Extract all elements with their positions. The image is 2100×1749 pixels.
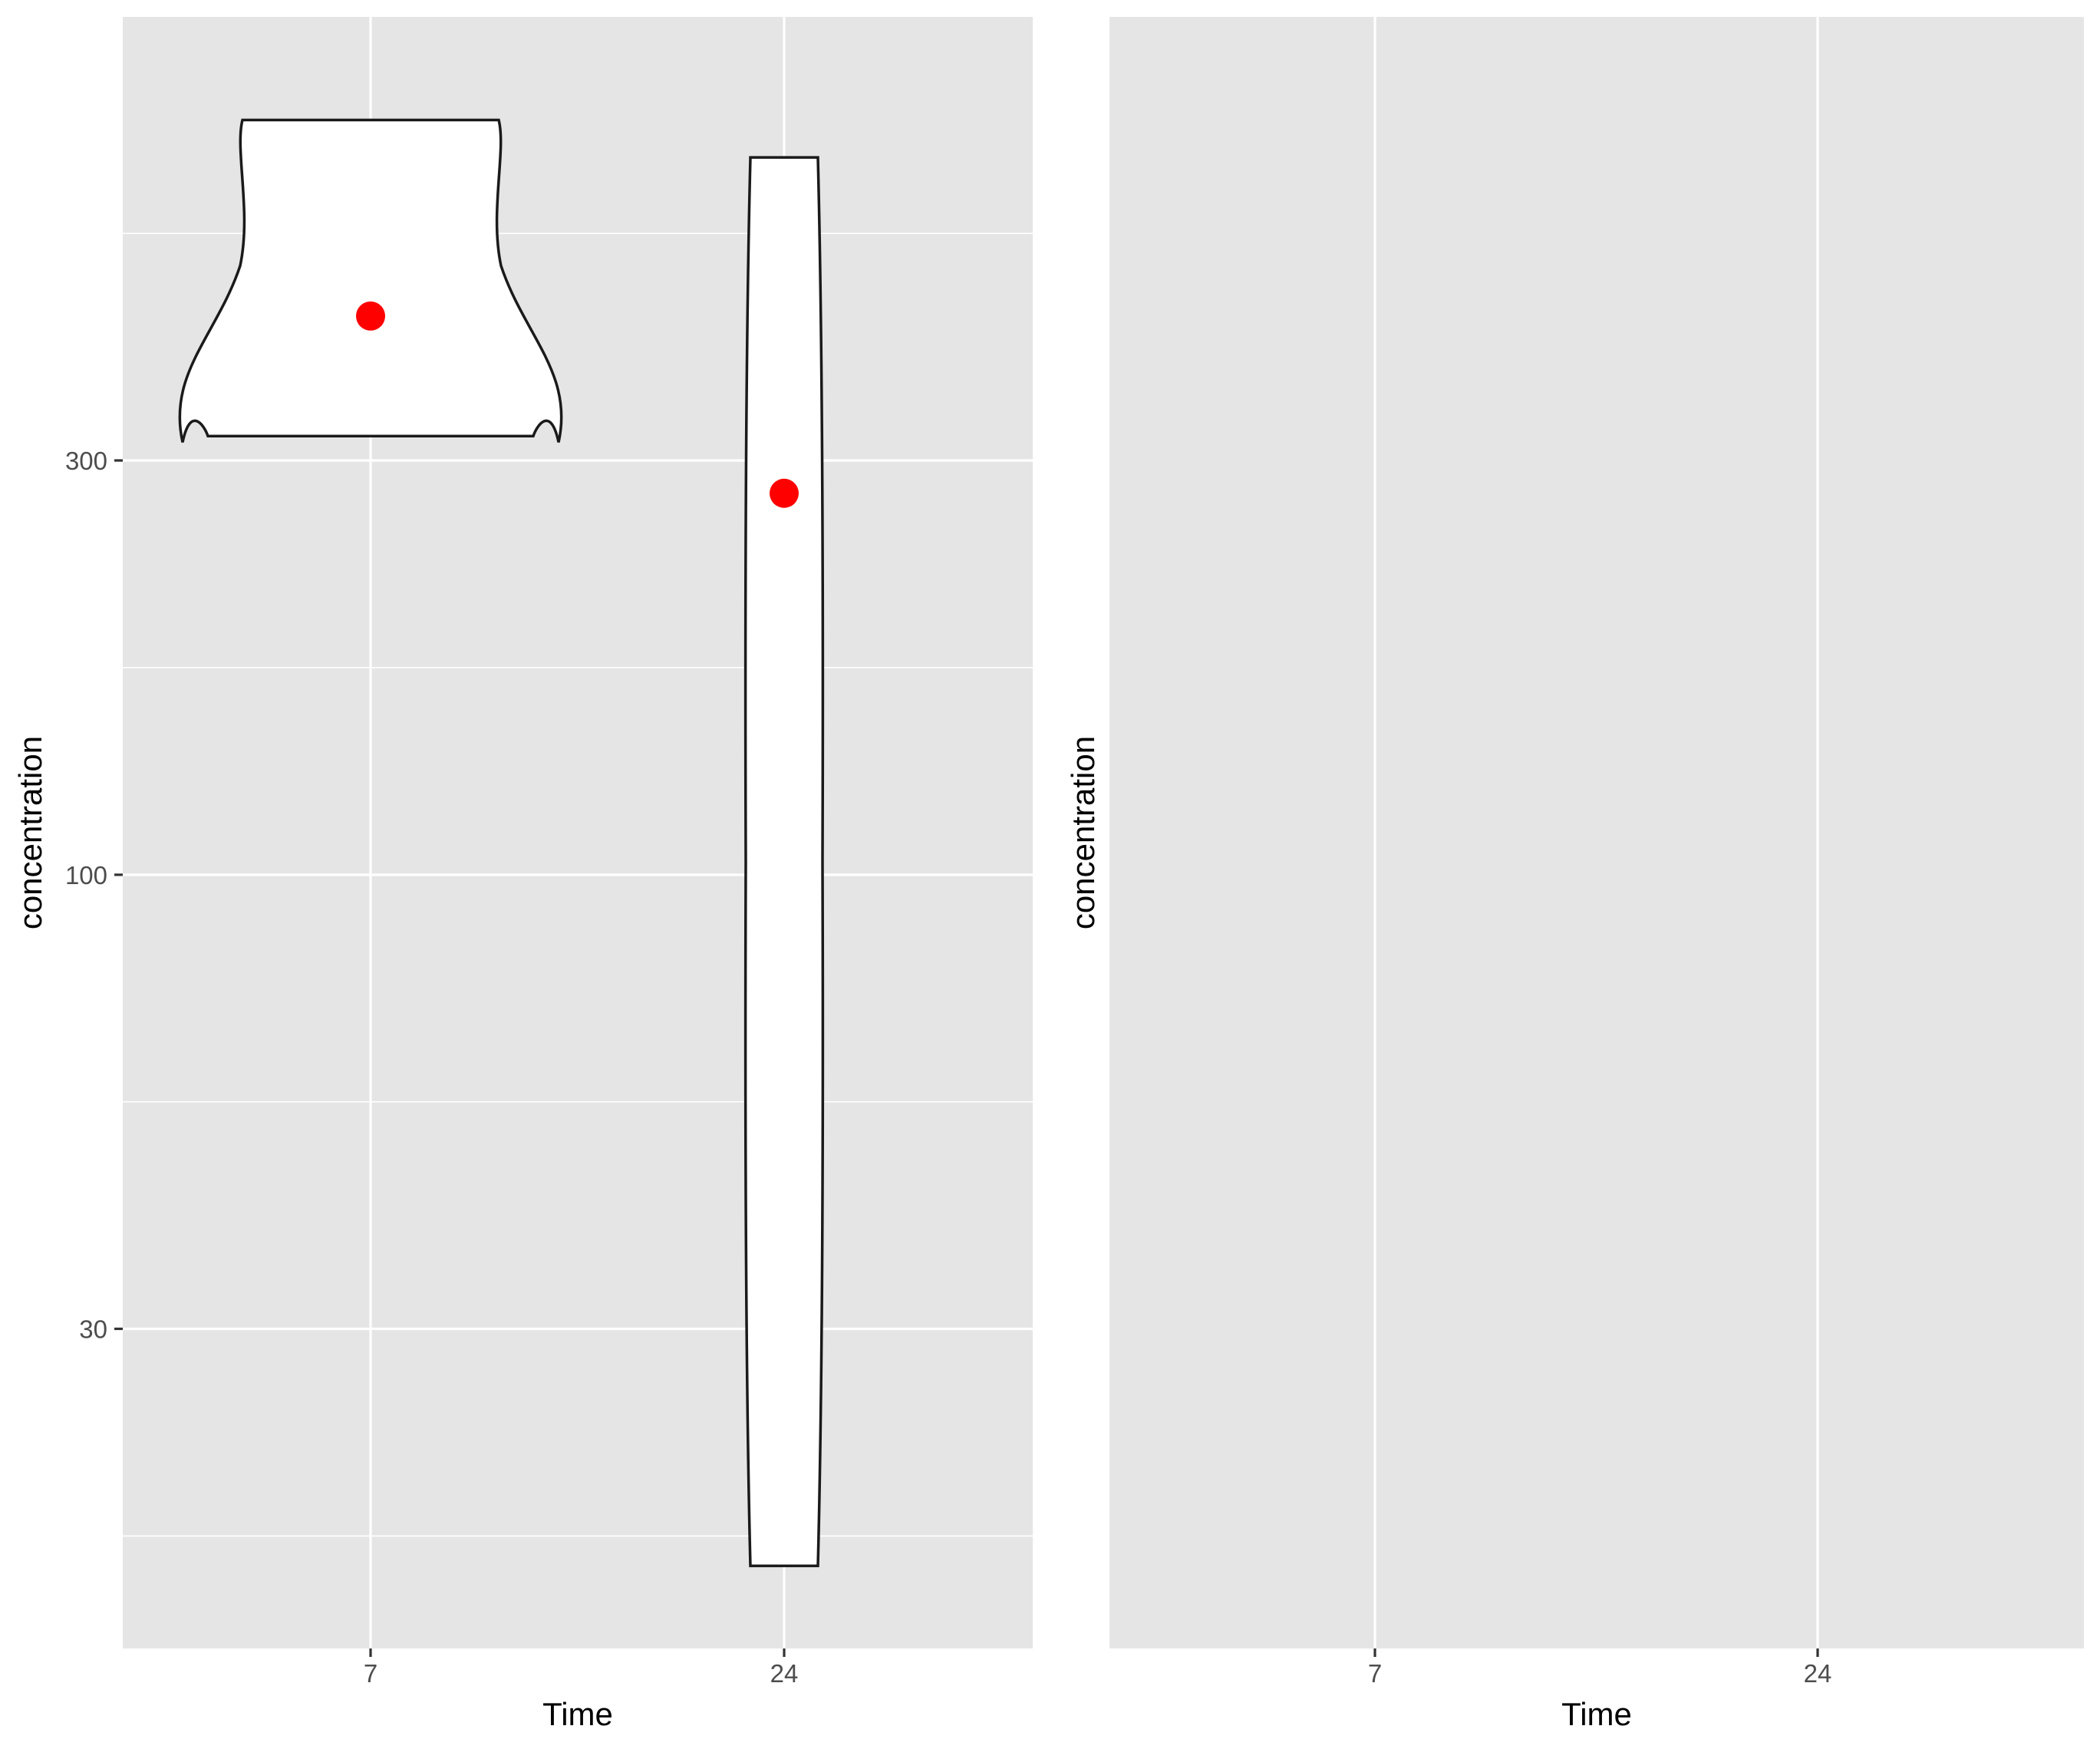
left-y-tick-label: 100: [65, 861, 107, 889]
mean-point-time-24: [770, 478, 799, 508]
right-y-axis-title: concentration: [1065, 736, 1101, 929]
left-y-tick-label: 30: [79, 1315, 107, 1344]
left-x-tick-label: 24: [770, 1659, 799, 1688]
left-x-axis-title: Time: [542, 1696, 613, 1732]
left-y-tick-label: 300: [65, 447, 107, 475]
right-x-tick-label: 24: [1804, 1659, 1832, 1688]
left-x-tick-label: 7: [364, 1659, 377, 1688]
left-y-axis: 30 100 300: [65, 447, 123, 1344]
left-violins: [178, 118, 825, 1568]
right-x-tick-label: 7: [1368, 1659, 1382, 1688]
right-panel-background: [1109, 17, 2084, 1648]
right-x-axis: 7 24: [1368, 1648, 1832, 1688]
right-panel: 7 24 Time concentration: [1065, 17, 2084, 1732]
mean-point-time-7: [356, 301, 385, 331]
left-y-axis-title: concentration: [12, 736, 48, 929]
left-x-axis: 7 24: [364, 1648, 799, 1688]
violin-time-24: [743, 156, 825, 1568]
right-gridlines: [1373, 17, 1819, 1648]
right-x-axis-title: Time: [1561, 1696, 1632, 1732]
left-mean-points: [356, 301, 799, 508]
left-panel: 30 100 300 7 24 Time concentration: [12, 17, 1033, 1732]
violin-time-7: [178, 118, 563, 443]
